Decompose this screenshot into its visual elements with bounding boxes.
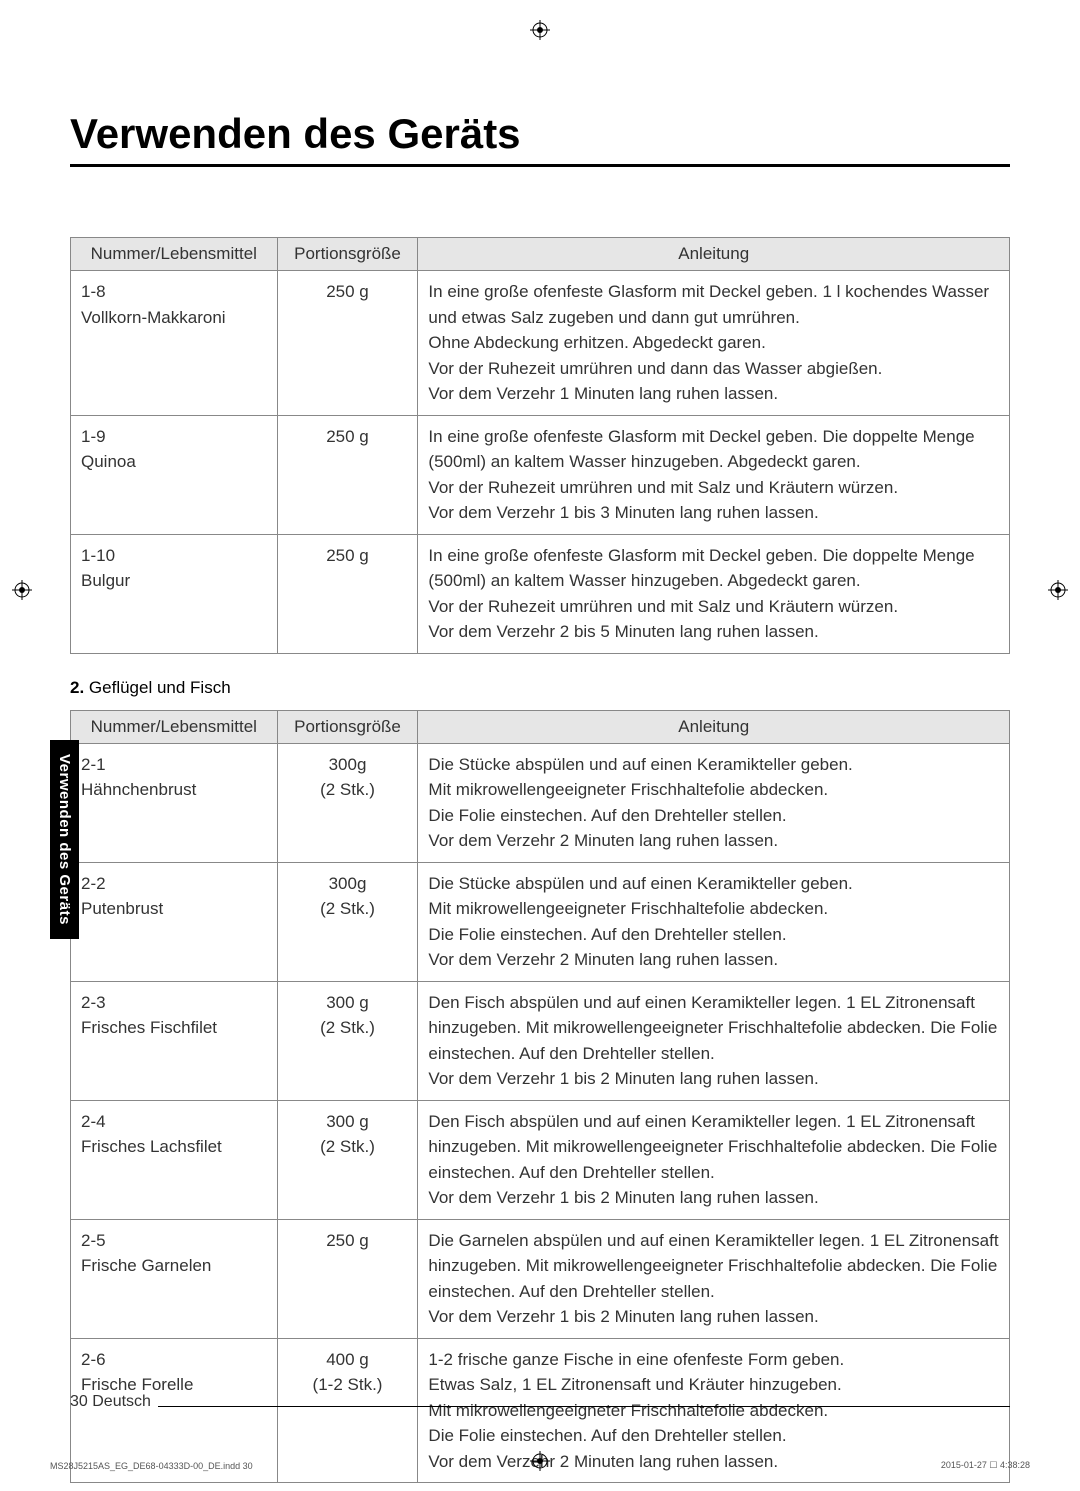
cell-portion: 300g (2 Stk.) [277,743,418,862]
subsection-heading: 2. Geflügel und Fisch [70,678,1010,698]
table-row: 2-3 Frisches Fischfilet300 g (2 Stk.)Den… [71,981,1010,1100]
cell-instruction: In eine große ofenfeste Glasform mit Dec… [418,271,1010,416]
cell-instruction: In eine große ofenfeste Glasform mit Dec… [418,415,1010,534]
table-header: Portionsgröße [277,238,418,271]
table-header: Anleitung [418,710,1010,743]
cell-food: 1-9 Quinoa [71,415,278,534]
cell-food: 2-3 Frisches Fischfilet [71,981,278,1100]
footer-line [158,1406,1010,1407]
page-title: Verwenden des Geräts [70,110,1010,158]
cell-portion: 250 g [277,415,418,534]
table-row: 1-8 Vollkorn-Makkaroni250 gIn eine große… [71,271,1010,416]
side-tab: Verwenden des Geräts [50,740,79,939]
cell-food: 2-4 Frisches Lachsfilet [71,1100,278,1219]
print-info-right: 2015-01-27 ☐ 4:38:28 [941,1460,1030,1471]
title-underline [70,164,1010,167]
registration-mark-icon [1048,580,1068,600]
cell-instruction: Die Stücke abspülen und auf einen Kerami… [418,743,1010,862]
cell-portion: 250 g [277,534,418,653]
table-row: 1-10 Bulgur250 gIn eine große ofenfeste … [71,534,1010,653]
table-grains: Nummer/Lebensmittel Portionsgröße Anleit… [70,237,1010,654]
cell-food: 2-5 Frische Garnelen [71,1219,278,1338]
table-header: Anleitung [418,238,1010,271]
table-row: 1-9 Quinoa250 gIn eine große ofenfeste G… [71,415,1010,534]
table-row: 2-1 Hähnchenbrust300g (2 Stk.)Die Stücke… [71,743,1010,862]
cell-portion: 300g (2 Stk.) [277,862,418,981]
table-header: Portionsgröße [277,710,418,743]
cell-instruction: In eine große ofenfeste Glasform mit Dec… [418,534,1010,653]
cell-portion: 400 g (1-2 Stk.) [277,1338,418,1483]
table-header: Nummer/Lebensmittel [71,710,278,743]
table-row: 2-2 Putenbrust300g (2 Stk.)Die Stücke ab… [71,862,1010,981]
page-footer: 30 Deutsch [70,1393,151,1411]
cell-food: 1-10 Bulgur [71,534,278,653]
registration-mark-icon [530,1451,550,1471]
cell-portion: 250 g [277,1219,418,1338]
cell-instruction: Den Fisch abspülen und auf einen Keramik… [418,1100,1010,1219]
print-info-left: MS28J5215AS_EG_DE68-04333D-00_DE.indd 30 [50,1461,253,1471]
cell-instruction: Die Stücke abspülen und auf einen Kerami… [418,862,1010,981]
cell-food: 2-1 Hähnchenbrust [71,743,278,862]
cell-portion: 250 g [277,271,418,416]
cell-food: 2-2 Putenbrust [71,862,278,981]
table-row: 2-5 Frische Garnelen250 gDie Garnelen ab… [71,1219,1010,1338]
table-row: 2-4 Frisches Lachsfilet300 g (2 Stk.)Den… [71,1100,1010,1219]
cell-portion: 300 g (2 Stk.) [277,1100,418,1219]
cell-instruction: Die Garnelen abspülen und auf einen Kera… [418,1219,1010,1338]
table-header: Nummer/Lebensmittel [71,238,278,271]
registration-mark-icon [12,580,32,600]
registration-mark-icon [530,20,550,40]
cell-instruction: 1-2 frische ganze Fische in eine ofenfes… [418,1338,1010,1483]
table-poultry-fish: Nummer/Lebensmittel Portionsgröße Anleit… [70,710,1010,1484]
cell-food: 1-8 Vollkorn-Makkaroni [71,271,278,416]
cell-instruction: Den Fisch abspülen und auf einen Keramik… [418,981,1010,1100]
cell-portion: 300 g (2 Stk.) [277,981,418,1100]
